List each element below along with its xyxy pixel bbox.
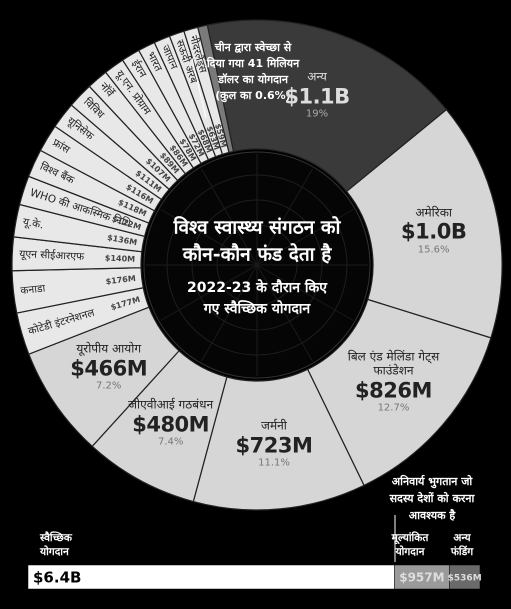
bar-segment [449, 564, 481, 590]
bar-category: अन्य [453, 532, 471, 544]
category-label: जीएवीआई गठबंधन [128, 397, 214, 412]
china-pointer [191, 57, 207, 119]
value-label: $957M [399, 571, 444, 585]
globe-line [256, 264, 313, 362]
bar-category: मूल्यांकित [391, 531, 430, 545]
value-label: $1.1B [284, 84, 350, 109]
value-label: $723M [235, 433, 313, 458]
value-label: $176M [105, 274, 136, 286]
value-label: $1.0B [401, 219, 467, 244]
bar-category: योगदान [39, 545, 70, 558]
globe-line [201, 264, 258, 362]
value-label: $826M [355, 378, 432, 403]
slice-label: अन्य $1.1B 19% [261, 69, 373, 120]
china-note: चीन द्वारा स्वेच्छा से [214, 40, 292, 54]
bar-category: स्वैच्छिक [39, 531, 73, 544]
value-label: $6.4B [33, 569, 81, 587]
donut-slice [345, 108, 503, 339]
globe-line [256, 264, 354, 321]
chart-subtitle: 2022-23 के दौरान किए [187, 279, 328, 296]
slice-label: जर्मनी $723M 11.1% [218, 418, 330, 469]
percent-label: 12.7% [377, 402, 410, 414]
value-label: $480M [132, 412, 210, 437]
category-label: यू.के. [22, 215, 45, 232]
slice-label: अमेरिका $1.0B 15.6% [378, 204, 490, 255]
value-label: $466M [70, 356, 148, 381]
category-label: जर्मनी [261, 418, 287, 433]
category-label: कनाडा [20, 282, 46, 297]
china-note: (कुल का 0.6%) [215, 89, 290, 103]
china-note: डॉलर का योगदान [217, 72, 289, 86]
assessed-note: सदस्य देशों को करना [389, 491, 476, 505]
donut-slice [206, 19, 448, 193]
category-label: अमेरिका [415, 204, 453, 219]
annotations: चीन द्वारा स्वेच्छा से दिया गया 41 मिलिय… [191, 40, 476, 562]
donut-slice [306, 298, 492, 487]
category-label: बिल एंड मेलिंडा गेट्स फाउंडेशन [347, 349, 440, 378]
bar-segment [27, 564, 395, 590]
value-label: $140M [105, 254, 136, 264]
slice-label: बिल एंड मेलिंडा गेट्स फाउंडेशन $826M 12.7% [337, 349, 449, 414]
category-label: यूएन सीईआरएफ [19, 247, 85, 263]
china-note: दिया गया 41 मिलियन [206, 56, 300, 70]
chart-title: विश्व स्वास्थ्य संगठन को [173, 216, 342, 239]
slice-label: जीएवीआई गठबंधन $480M 7.4% [115, 397, 227, 448]
globe-line [160, 264, 258, 321]
percent-label: 15.6% [417, 243, 450, 255]
value-label: $536M [448, 574, 482, 584]
bar-category: फंडिंग [450, 545, 474, 558]
percent-label: 11.1% [258, 457, 290, 469]
category-label: अन्य [307, 69, 327, 84]
category-label: यूरोपीय आयोग [76, 341, 142, 356]
globe-line [201, 168, 258, 266]
assessed-note: आवश्यक है [409, 508, 457, 522]
slice-label: यूरोपीय आयोग $466M 7.2% [53, 341, 165, 392]
globe-line [256, 209, 354, 266]
globe-line [256, 168, 313, 266]
percent-label: 7.4% [157, 436, 184, 448]
donut-slice [183, 26, 230, 156]
bar-segment [394, 564, 450, 590]
globe-line [160, 209, 258, 266]
chart-subtitle: गए स्वैच्छिक योगदान [203, 300, 312, 317]
percent-label: 19% [305, 108, 329, 120]
assessed-note: अनिवार्य भुगतान जो [392, 474, 474, 489]
percent-label: 7.2% [96, 380, 122, 392]
chart-title: कौन-कौन फंड देता है [182, 243, 333, 266]
bar-category: योगदान [395, 545, 426, 558]
